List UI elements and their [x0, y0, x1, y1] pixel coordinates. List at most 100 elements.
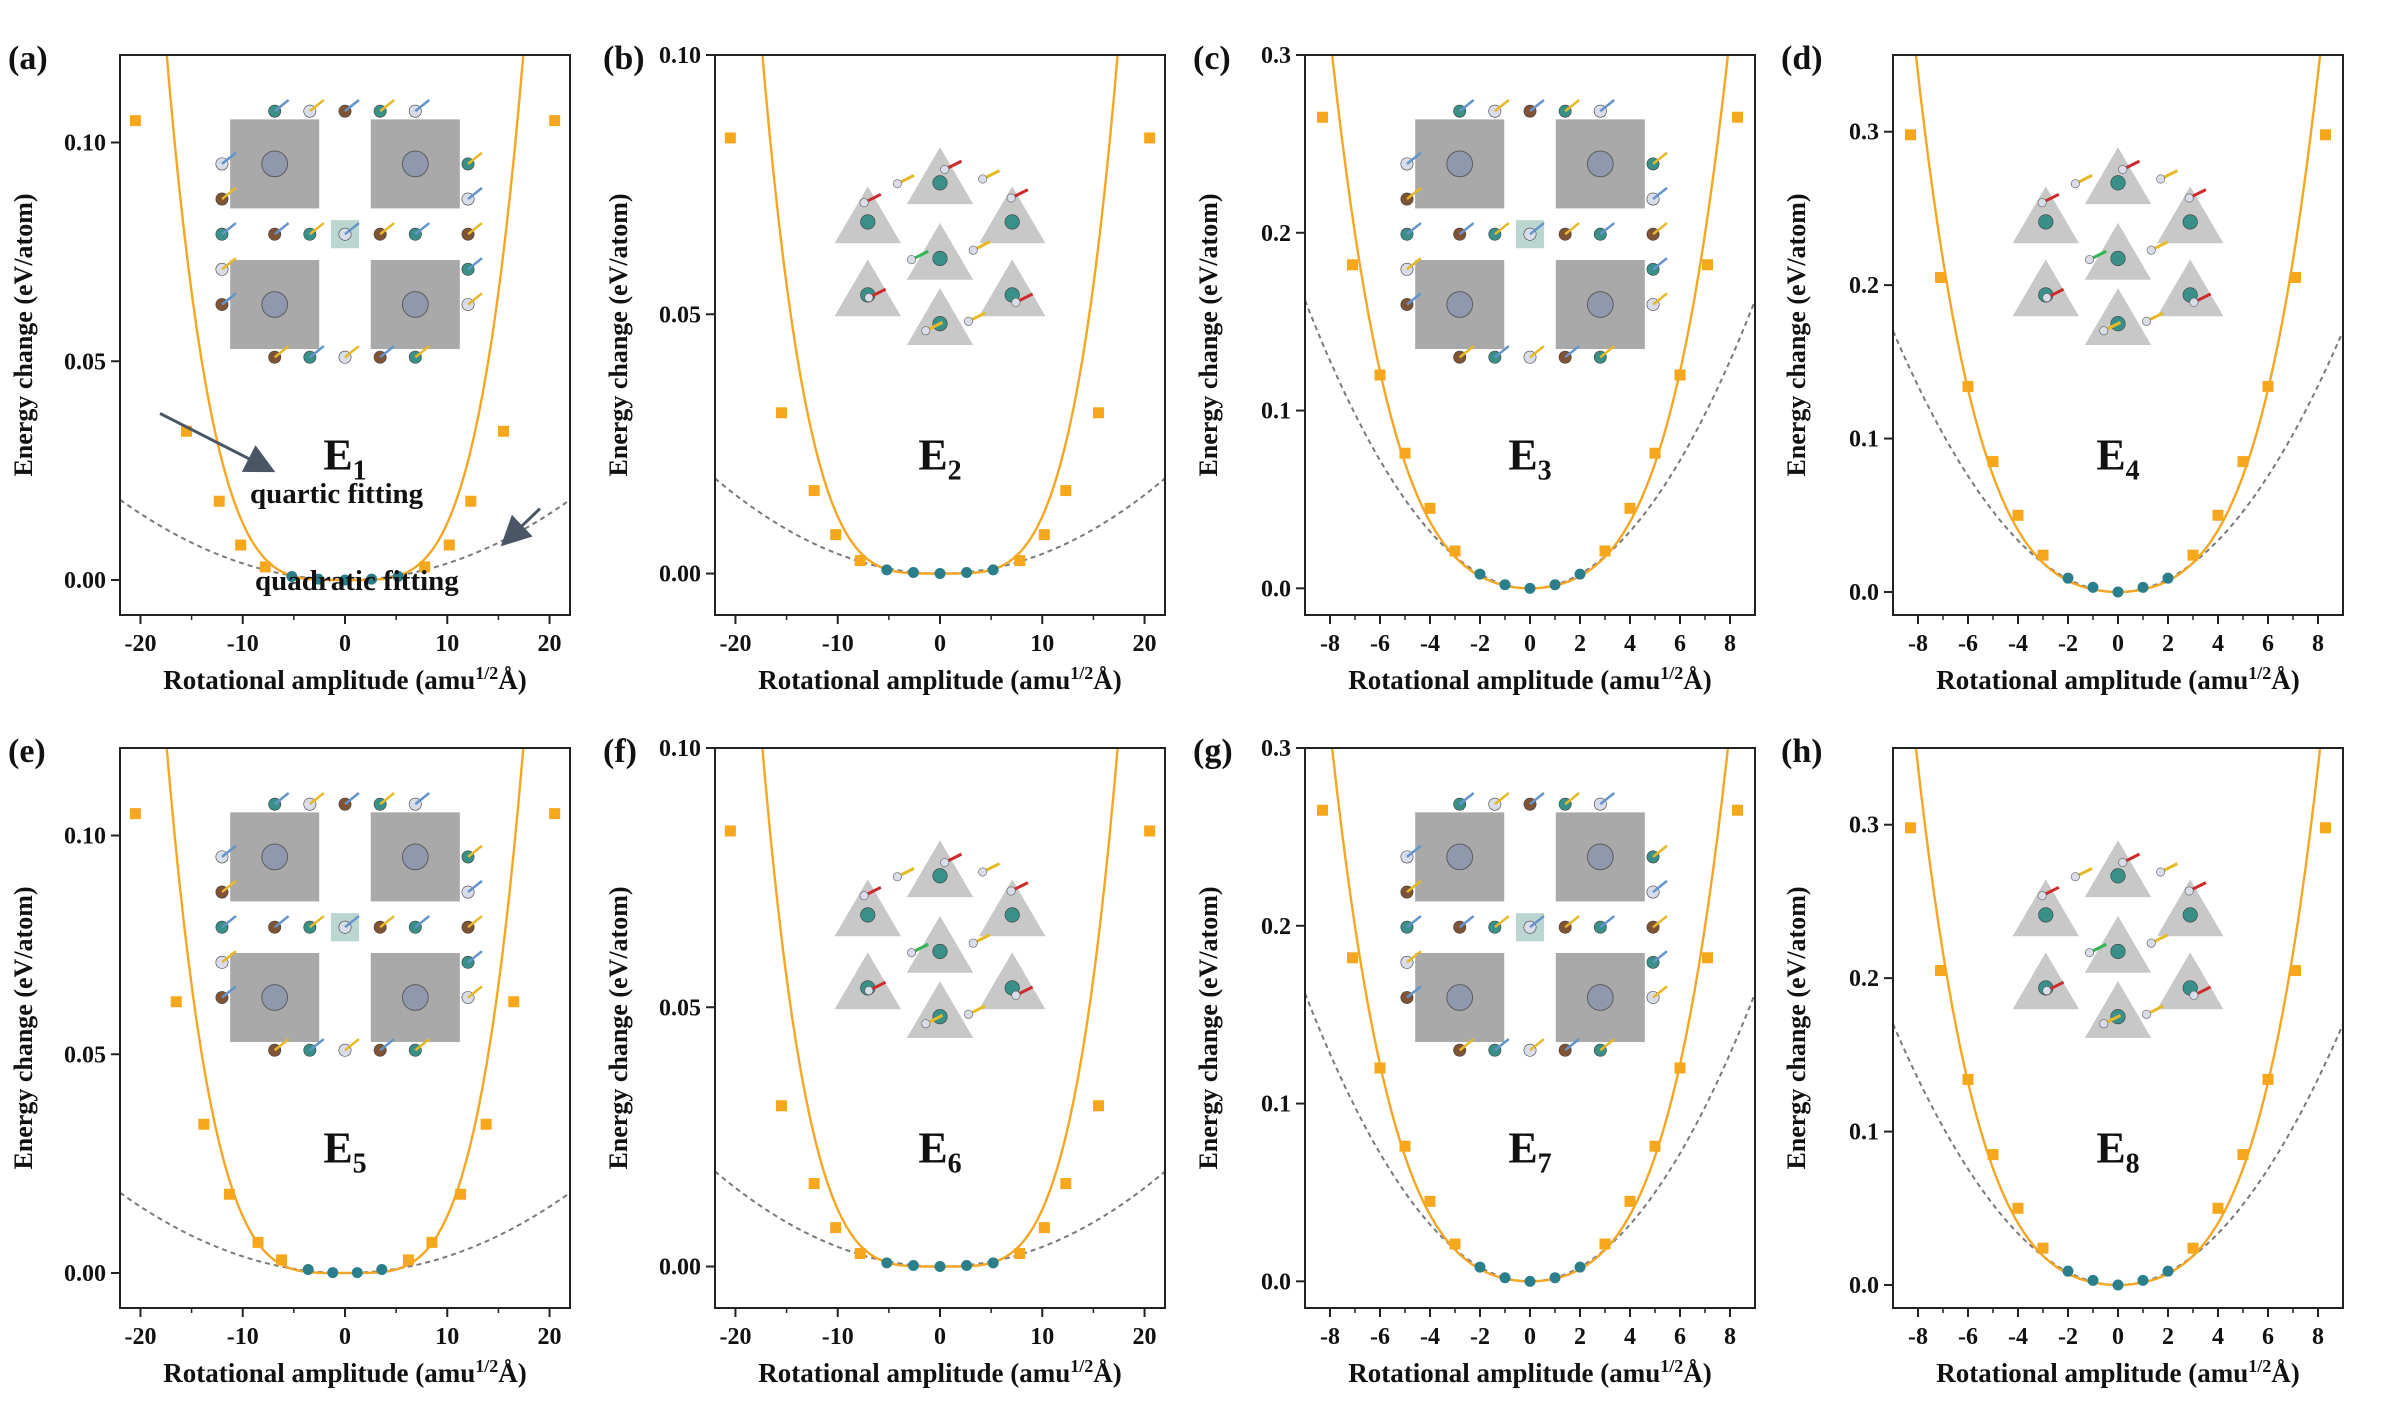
ligand-atom	[907, 948, 917, 958]
data-point	[2062, 1265, 2074, 1277]
displacement-arrow	[467, 915, 483, 929]
panel-label: (b)	[603, 40, 645, 77]
displacement-arrow	[467, 151, 483, 165]
x-tick-label: 8	[1724, 1324, 1736, 1350]
displacement-arrow	[467, 985, 483, 999]
displacement-arrow	[1458, 345, 1475, 359]
data-point	[961, 566, 973, 578]
displacement-arrow	[1564, 1038, 1580, 1052]
data-point	[2187, 1242, 2199, 1254]
data-point	[129, 808, 141, 820]
data-point	[376, 1264, 388, 1275]
metal-atom	[1586, 984, 1614, 1011]
ligand-atom	[1006, 193, 1016, 203]
y-tick-label: 0.00	[64, 568, 106, 594]
data-point	[1962, 1073, 1974, 1085]
data-point	[1574, 568, 1586, 580]
displacement-arrow	[1652, 151, 1668, 165]
displacement-arrow	[1652, 879, 1668, 894]
x-tick-label: 20	[538, 631, 562, 657]
displacement-arrow	[1529, 1038, 1545, 1052]
displacement-arrow	[1458, 1038, 1475, 1052]
ligand-atom	[2184, 886, 2194, 896]
ligand-atom	[2037, 891, 2047, 901]
quadratic-fit-curve	[120, 498, 570, 581]
displacement-arrow	[379, 1038, 395, 1052]
displacement-arrow	[467, 879, 483, 894]
data-point	[907, 566, 919, 578]
ligand-atom	[1011, 297, 1021, 307]
displacement-arrow	[1529, 792, 1545, 806]
y-tick-label: 0.00	[659, 562, 701, 588]
octahedral-network-icon	[215, 792, 483, 1057]
data-point	[2212, 1202, 2224, 1214]
y-tick-label: 0.10	[659, 736, 701, 762]
x-tick-label: -6	[1958, 1324, 1978, 1350]
data-point	[1499, 579, 1511, 591]
x-tick-label: 2	[2162, 1324, 2174, 1350]
ligand-atom	[940, 165, 950, 174]
y-tick-label: 0.05	[659, 995, 701, 1021]
x-tick-label: 4	[1624, 631, 1636, 657]
displacement-arrow	[309, 99, 325, 113]
mode-label: E2	[918, 430, 961, 486]
data-point	[775, 1100, 787, 1112]
data-point	[339, 574, 351, 586]
quadratic-annotation-arrow	[500, 507, 542, 547]
data-point	[2262, 380, 2274, 392]
data-point	[1935, 271, 1946, 283]
displacement-arrow	[1564, 222, 1580, 236]
mode-label: E6	[918, 1123, 961, 1179]
ligand-atom	[963, 316, 973, 326]
displacement-arrow	[414, 792, 431, 806]
y-tick-label: 0.2	[1261, 221, 1291, 247]
quartic-fit-curve	[761, 55, 1119, 575]
panel-label: (e)	[8, 733, 46, 770]
data-point	[907, 1259, 919, 1271]
displacement-arrow	[1406, 292, 1422, 306]
data-point	[1599, 545, 1611, 557]
displacement-arrow	[467, 292, 483, 306]
displacement-arrow	[467, 844, 483, 858]
metal-atom	[261, 291, 289, 318]
displacement-arrow	[1652, 985, 1668, 999]
ligand-atom	[2070, 872, 2080, 882]
ligand-atom	[907, 255, 917, 265]
data-point	[934, 1261, 946, 1273]
data-point	[881, 564, 893, 576]
data-point	[987, 564, 999, 576]
displacement-arrow	[309, 345, 325, 359]
x-tick-label: 20	[1133, 631, 1157, 657]
quartic-annotation: quartic fitting	[250, 478, 424, 510]
data-point	[1702, 259, 1713, 271]
metal-atom	[2182, 907, 2198, 923]
displacement-arrow	[1599, 792, 1616, 806]
chart-panel: -8 -6 -4 -2 0 2 4 6 8 0.0 0.1 0.2 0.3 Rotational ampl…	[1193, 40, 1756, 695]
displacement-arrow	[1652, 844, 1668, 858]
displacement-arrow	[379, 792, 395, 806]
y-tick-label: 0.10	[64, 131, 106, 157]
tetrahedral-network-icon	[2012, 147, 2224, 346]
chart-panel: -20 -10 0 10 20 0.00 0.05 0.10 Rotational amplit…	[603, 733, 1166, 1388]
displacement-arrow	[1529, 345, 1545, 359]
data-point	[1624, 502, 1636, 514]
displacement-arrow	[1529, 222, 1545, 236]
ligand-atom	[2042, 986, 2052, 996]
displacement-arrow	[379, 345, 395, 359]
x-tick-label: 20	[1133, 1324, 1157, 1350]
data-point	[1399, 1140, 1411, 1152]
x-tick-label: -4	[1420, 631, 1440, 657]
metal-atom	[401, 291, 429, 318]
x-tick-label: 0	[2112, 631, 2124, 657]
y-tick-label: 0.2	[1261, 914, 1291, 940]
x-axis-title: Rotational amplitude (amu1/2Å)	[1936, 1356, 2300, 1388]
data-point	[2037, 1242, 2049, 1254]
displacement-arrow	[1406, 915, 1422, 929]
metal-atom	[1586, 291, 1614, 318]
ligand-atom	[963, 1009, 973, 1019]
quartic-fit-curve	[1330, 55, 1730, 590]
data-point	[129, 115, 141, 127]
x-tick-label: 6	[1674, 631, 1686, 657]
data-point	[934, 568, 946, 580]
displacement-arrow	[467, 186, 483, 201]
